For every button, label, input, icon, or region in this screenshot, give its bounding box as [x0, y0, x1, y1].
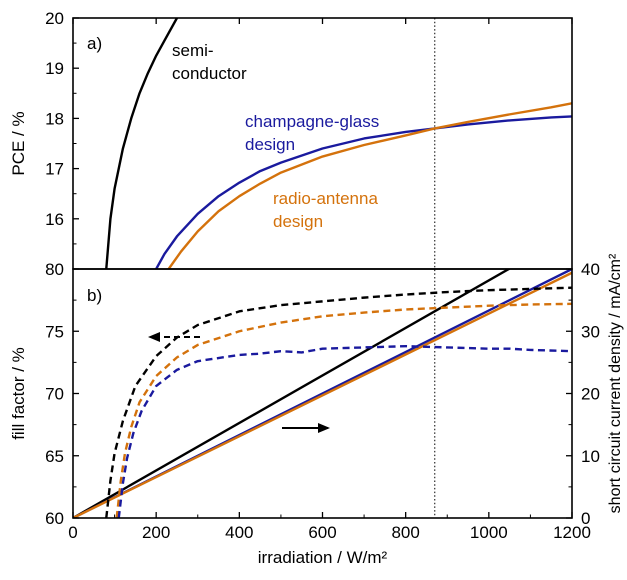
series-line-jsc-radio-antenna — [73, 271, 572, 518]
x-axis-title: irradiation / W/m² — [258, 548, 388, 567]
y-tick-label-b: 60 — [45, 509, 64, 528]
y-tick-label-b: 80 — [45, 260, 64, 279]
y-axis-title-pce: PCE / % — [9, 111, 28, 175]
y-tick-label-a: 16 — [45, 210, 64, 229]
y-right-tick-label: 40 — [581, 260, 600, 279]
y-tick-label-b: 65 — [45, 447, 64, 466]
series-line-ff-champagne-glass — [117, 344, 572, 518]
curve-annotation: design — [273, 212, 323, 231]
panel-label-a: a) — [87, 34, 102, 53]
panel-label-b: b) — [87, 286, 102, 305]
y-axis-title-fill-factor: fill factor / % — [9, 347, 28, 440]
panel-a-frame — [72, 17, 573, 270]
series-line-pce-champagne-glass — [154, 115, 572, 269]
curve-annotation: conductor — [172, 64, 247, 83]
x-tick-label: 800 — [391, 523, 419, 542]
y-tick-label-a: 20 — [45, 9, 64, 28]
series-line-pce-semiconductor — [105, 18, 179, 269]
x-tick-label: 400 — [225, 523, 253, 542]
arrow-left-fill-factor-head — [148, 332, 160, 342]
curve-annotation: champagne-glass — [245, 112, 379, 131]
y-right-tick-label: 0 — [581, 509, 590, 528]
curve-annotation: radio-antenna — [273, 189, 378, 208]
y-right-tick-label: 30 — [581, 322, 600, 341]
x-tick-label: 1200 — [553, 523, 591, 542]
series-line-ff-radio-antenna — [115, 302, 572, 518]
x-tick-label: 200 — [142, 523, 170, 542]
y-right-tick-label: 20 — [581, 385, 600, 404]
y-axis-title-current-density: short circuit current density / mA/cm² — [607, 253, 624, 513]
y-tick-label-a: 18 — [45, 109, 64, 128]
y-tick-label-b: 75 — [45, 322, 64, 341]
y-tick-label-a: 17 — [45, 160, 64, 179]
y-tick-label-b: 70 — [45, 385, 64, 404]
series-line-ff-semiconductor — [105, 286, 572, 518]
y-right-tick-label: 10 — [581, 447, 600, 466]
arrow-right-current-density-head — [318, 423, 330, 433]
x-tick-label: 0 — [68, 523, 77, 542]
curve-annotation: semi- — [172, 41, 214, 60]
series-line-jsc-semiconductor — [73, 269, 512, 518]
series-line-pce-radio-antenna — [167, 102, 572, 269]
x-tick-label: 600 — [308, 523, 336, 542]
x-tick-label: 1000 — [470, 523, 508, 542]
y-tick-label-a: 19 — [45, 59, 64, 78]
curve-annotation: design — [245, 135, 295, 154]
